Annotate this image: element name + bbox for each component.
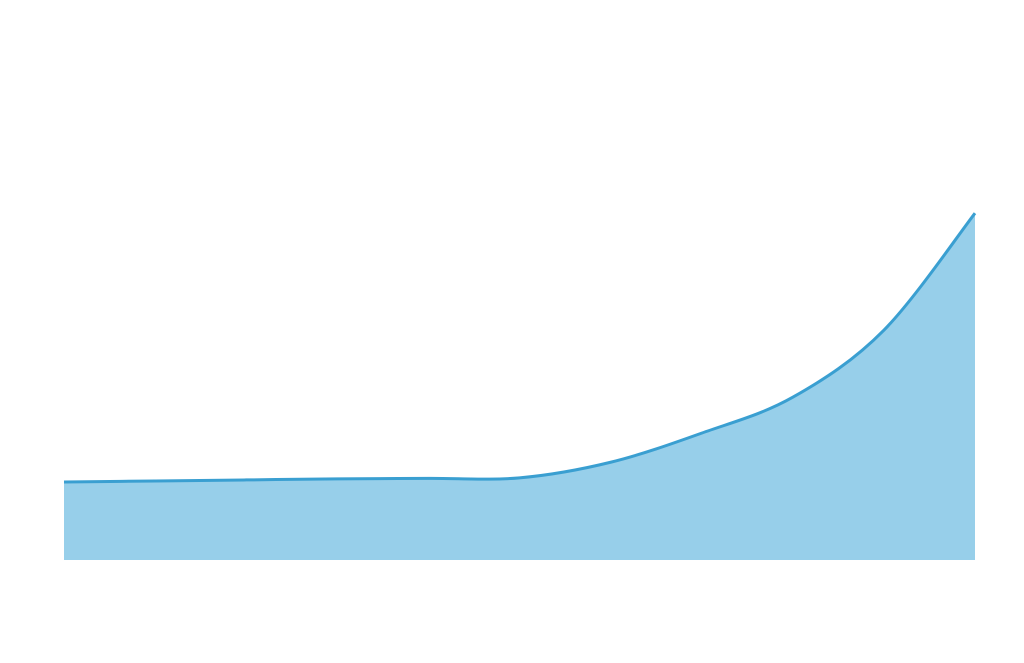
area-fill bbox=[64, 213, 975, 560]
area-line bbox=[63, 212, 977, 484]
